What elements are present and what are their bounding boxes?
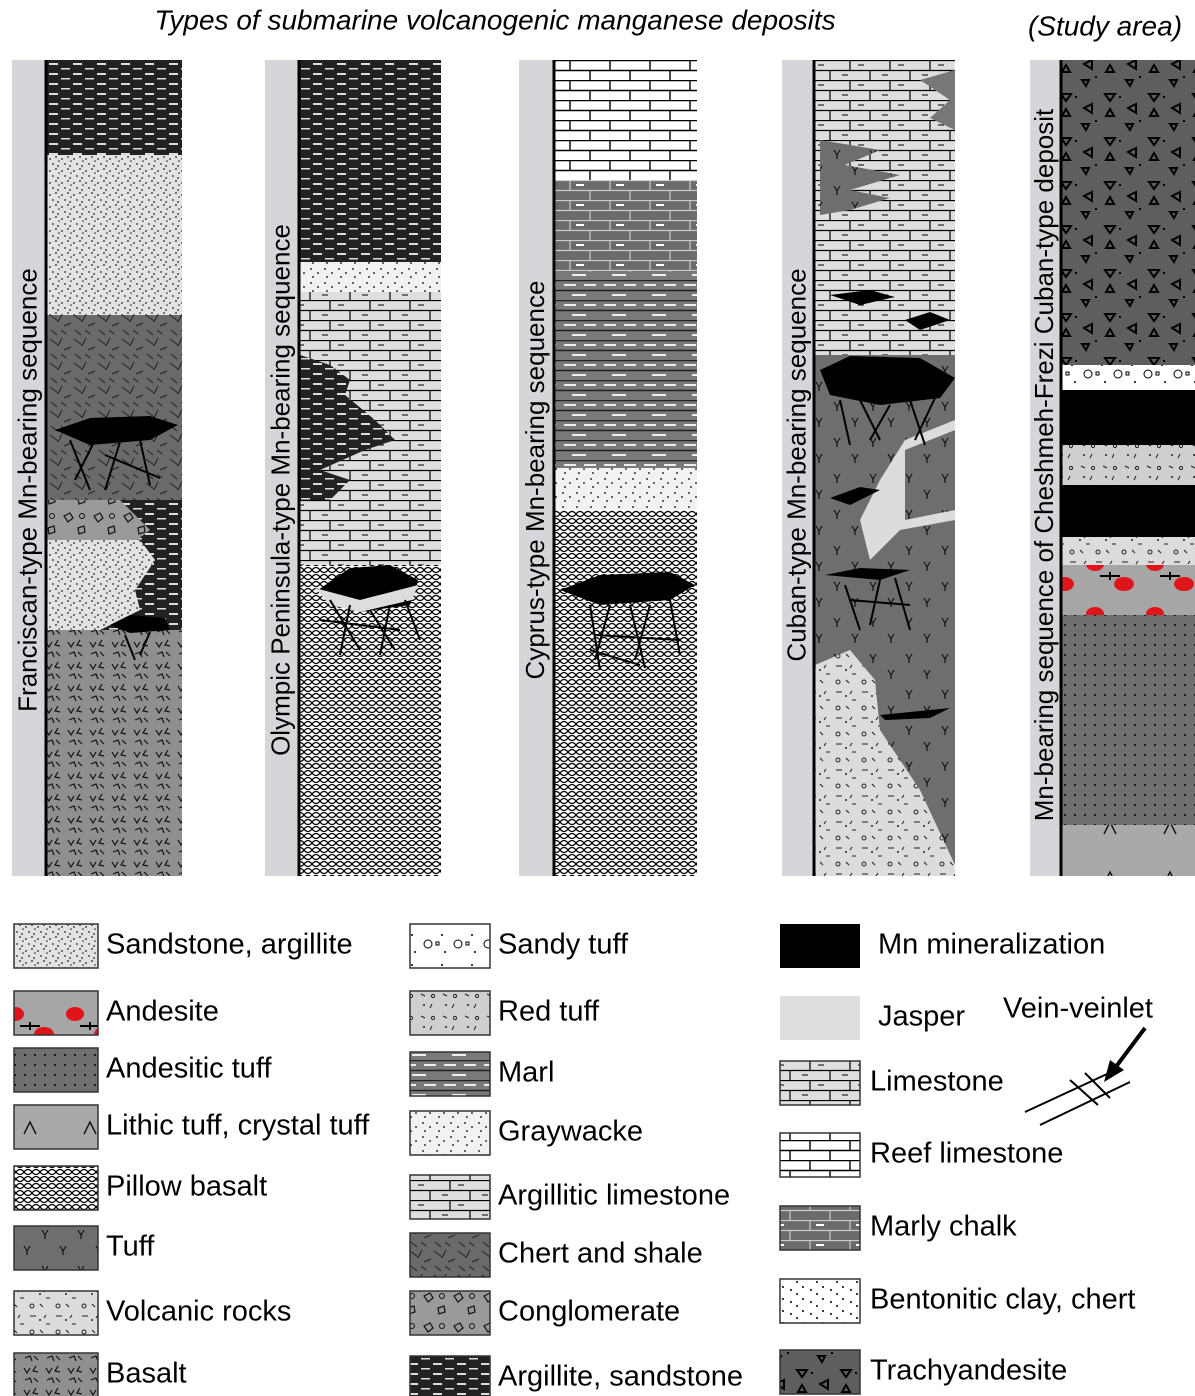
legend-label: Marly chalk bbox=[870, 1211, 1017, 1243]
rock-layer bbox=[47, 315, 182, 500]
legend-label: Pillow basalt bbox=[106, 1171, 267, 1203]
legend-label: Basalt bbox=[106, 1358, 187, 1390]
legend-label: Bentonitic clay, chert bbox=[870, 1284, 1135, 1316]
rock-layer bbox=[47, 630, 182, 876]
rock-layer bbox=[555, 468, 697, 510]
legend-label: Marl bbox=[498, 1057, 554, 1089]
rock-layer bbox=[300, 60, 441, 262]
figure-title: Types of submarine volcanogenic manganes… bbox=[154, 4, 835, 35]
rock-layer bbox=[1062, 537, 1195, 565]
legend-label: Red tuff bbox=[498, 996, 600, 1028]
legend-swatch bbox=[410, 1175, 490, 1219]
legend-label: Reef limestone bbox=[870, 1138, 1063, 1170]
legend-swatch bbox=[14, 991, 98, 1035]
legend-swatch bbox=[410, 991, 490, 1035]
rock-layer bbox=[47, 155, 182, 315]
rock-layer bbox=[1062, 825, 1195, 876]
legend-label: Jasper bbox=[878, 1001, 965, 1033]
legend-swatch bbox=[14, 924, 98, 968]
legend-label: Argillite, sandstone bbox=[498, 1361, 743, 1393]
rock-layer bbox=[1062, 60, 1195, 365]
legend-swatch bbox=[780, 996, 860, 1040]
column-label: Olympic Peninsula-type Mn-bearing sequen… bbox=[265, 224, 295, 756]
legend-swatch bbox=[780, 1206, 860, 1250]
legend-swatch bbox=[780, 1279, 860, 1323]
legend-swatch bbox=[14, 1105, 98, 1149]
legend-label: Volcanic rocks bbox=[106, 1296, 291, 1328]
legend-swatch bbox=[14, 1166, 98, 1210]
legend-label: Trachyandesite bbox=[870, 1355, 1067, 1387]
legend-label: Tuff bbox=[106, 1231, 155, 1263]
legend-swatch bbox=[780, 1350, 860, 1394]
legend-swatch bbox=[14, 1048, 98, 1092]
rock-layer bbox=[1062, 390, 1195, 445]
rock-layer bbox=[1062, 365, 1195, 390]
legend-swatch bbox=[410, 1233, 490, 1277]
rock-layer bbox=[47, 60, 182, 155]
legend-label: Conglomerate bbox=[498, 1296, 680, 1328]
legend-swatch bbox=[410, 1111, 490, 1155]
legend-swatch bbox=[780, 1061, 860, 1105]
rock-layer bbox=[1062, 485, 1195, 537]
legend-swatch bbox=[410, 924, 490, 968]
figure: Types of submarine volcanogenic manganes… bbox=[0, 0, 1195, 1396]
legend-swatch bbox=[14, 1353, 98, 1396]
legend-swatch bbox=[780, 924, 860, 968]
legend-label: Chert and shale bbox=[498, 1238, 703, 1270]
rock-layer bbox=[1062, 615, 1195, 825]
rock-layer bbox=[555, 272, 697, 468]
column-label: Franciscan-type Mn-bearing sequence bbox=[12, 268, 42, 712]
legend-label: Lithic tuff, crystal tuff bbox=[106, 1110, 370, 1142]
legend-label: Limestone bbox=[870, 1066, 1004, 1098]
legend-label: Graywacke bbox=[498, 1116, 643, 1148]
legend-label: Sandy tuff bbox=[498, 929, 629, 961]
legend-swatch bbox=[410, 1291, 490, 1335]
legend-swatch bbox=[14, 1226, 98, 1270]
legend-label: Andesitic tuff bbox=[106, 1053, 272, 1085]
columns: Franciscan-type Mn-bearing sequence Olymp… bbox=[12, 60, 1195, 876]
column-label: Mn-bearing sequence of Cheshmeh-Frezi Cu… bbox=[1029, 108, 1059, 821]
rock-layer bbox=[1062, 565, 1195, 615]
rock-layer bbox=[555, 60, 697, 180]
rock-layer bbox=[555, 180, 697, 272]
rock-layer bbox=[1062, 445, 1195, 485]
vein-label: Vein-veinlet bbox=[1003, 993, 1153, 1025]
vein-symbol bbox=[1025, 1028, 1145, 1125]
legend-label: Sandstone, argillite bbox=[106, 929, 353, 961]
legend: Sandstone, argillite Andesite Andesitic tu… bbox=[14, 924, 1135, 1396]
legend-swatch bbox=[14, 1291, 98, 1335]
column-label: Cuban-type Mn-bearing sequence bbox=[781, 268, 811, 661]
column-label: Cyprus-type Mn-bearing sequence bbox=[520, 281, 550, 680]
legend-swatch bbox=[410, 1052, 490, 1096]
legend-label: Argillitic limestone bbox=[498, 1180, 730, 1212]
legend-label: Mn mineralization bbox=[878, 929, 1105, 961]
legend-label: Andesite bbox=[106, 996, 219, 1028]
study-area-label: (Study area) bbox=[1028, 10, 1182, 41]
legend-swatch bbox=[410, 1356, 490, 1396]
rock-layer bbox=[300, 262, 441, 292]
rock-layer bbox=[555, 510, 697, 876]
legend-swatch bbox=[780, 1133, 860, 1177]
